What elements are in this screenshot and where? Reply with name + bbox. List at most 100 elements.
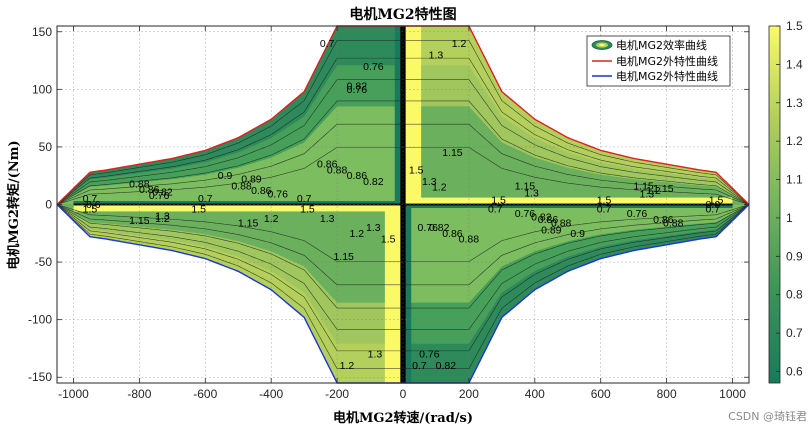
y-tick-label-2: -50 xyxy=(35,255,53,269)
colorbar-tick-label-8: 1.4 xyxy=(786,57,803,71)
contour-label-56: 0.76 xyxy=(627,208,648,220)
contour-label-62: 0.89 xyxy=(541,224,562,236)
contour-label-42: 1.15 xyxy=(515,181,536,193)
contour-label-59: 0.86 xyxy=(653,214,674,226)
contour-label-6: 0.82 xyxy=(363,176,384,188)
colorbar-tick-label-1: 0.7 xyxy=(786,326,803,340)
contour-line-5-0 xyxy=(57,147,403,205)
y-axis-label: 电机MG2转矩/(Nm) xyxy=(6,140,22,269)
x-axis-label: 电机MG2转速/(rad/s) xyxy=(333,410,473,426)
contour-label-20: 0.6 xyxy=(86,199,101,211)
watermark: CSDN @琦钰君 xyxy=(728,410,807,423)
contour-label-24: 1.3 xyxy=(155,211,170,223)
contour-label-29: 1.3 xyxy=(320,213,335,225)
contour-label-22: 1.5 xyxy=(191,204,206,216)
y-tick-label-3: 0 xyxy=(45,198,52,212)
legend-label-efficiency: 电机MG2效率曲线 xyxy=(616,38,707,52)
contour-label-70: 0.7 xyxy=(412,360,427,372)
contour-label-47: 1.3 xyxy=(524,187,539,199)
contour-line-4-1 xyxy=(403,204,749,286)
contour-label-19: 0.7 xyxy=(297,193,312,205)
contour-label-25: 1.2 xyxy=(155,213,170,225)
contour-label-65: 0.82 xyxy=(429,222,450,234)
colorbar-tick-label-9: 1.5 xyxy=(786,19,803,33)
contour-label-55: 0.76 xyxy=(515,208,536,220)
contour-label-8: 0.9 xyxy=(218,170,233,182)
contour-label-60: 0.88 xyxy=(551,217,572,229)
colorbar-tick-label-3: 0.9 xyxy=(786,249,803,263)
contour-label-21: 1.5 xyxy=(83,204,98,216)
x-tick-label-9: 800 xyxy=(657,387,677,401)
contour-line-2-2 xyxy=(403,79,749,205)
contour-label-30: 1.3 xyxy=(366,222,381,234)
colorbar-tick-label-7: 1.3 xyxy=(786,96,803,110)
contour-line-5-3 xyxy=(57,204,403,262)
contour-label-48: 1.5 xyxy=(491,194,506,206)
contour-label-66: 0.86 xyxy=(442,228,463,240)
contour-label-57: 0.82 xyxy=(531,212,552,224)
contour-label-35: 1.3 xyxy=(368,349,383,361)
colorbar-tick-label-5: 1.1 xyxy=(786,173,803,187)
legend-label-blue-envelope: 电机MG2外特性曲线 xyxy=(616,69,718,83)
band-neg-speed-zero xyxy=(73,201,403,205)
grid-lines xyxy=(57,26,749,383)
contour-label-26: 1.15 xyxy=(129,215,150,227)
contour-label-2: 0.82 xyxy=(347,80,368,92)
contour-label-31: 1.2 xyxy=(350,228,365,240)
contour-label-68: 0.76 xyxy=(419,349,440,361)
contour-label-63: 0.9 xyxy=(570,228,585,240)
colorbar-tick-label-6: 1.2 xyxy=(786,134,803,148)
contour-label-23: 1.5 xyxy=(300,204,315,216)
contour-line-3-0 xyxy=(57,100,403,205)
contour-line-2-0 xyxy=(57,79,403,205)
band-pos-speed-low-torque xyxy=(403,197,733,205)
contour-label-27: 1.15 xyxy=(238,217,259,229)
contour-label-37: 1.2 xyxy=(452,38,467,50)
contour-line-5-2 xyxy=(403,147,749,205)
contour-labels: 0.70.760.820.760.88 0.860.820.860.9 0.890.… xyxy=(83,38,724,372)
colorbar-tick-label-2: 0.8 xyxy=(786,288,803,302)
x-tick-label-1: -800 xyxy=(127,387,151,401)
contour-label-53: 0.7 xyxy=(597,204,612,216)
band-low-speed-pos-torque xyxy=(403,26,422,205)
y-tick-label-5: 100 xyxy=(32,82,52,96)
contour-line-0-3 xyxy=(57,204,403,370)
mask-outside-bottom xyxy=(57,204,749,383)
contour-line-0-1 xyxy=(403,204,749,370)
mask-outside-top xyxy=(57,26,749,205)
colorbar-ticks: 0.6 0.7 0.8 0.9 1 1.1 1.2 1.3 1.4 1.5 xyxy=(776,19,803,378)
quadrant-2-band-2 xyxy=(403,106,749,205)
chart-title: 电机MG2特性图 xyxy=(349,6,456,23)
contour-label-36: 1.3 xyxy=(429,49,444,61)
contour-line-4-0 xyxy=(57,123,403,205)
contour-label-61: 0.88 xyxy=(663,217,684,229)
contour-line-5-1 xyxy=(403,204,749,262)
contour-label-39: 1.5 xyxy=(409,164,424,176)
contour-label-67: 0.88 xyxy=(459,234,480,246)
contour-label-32: 1.5 xyxy=(381,234,396,246)
colorbar-tick-label-0: 0.6 xyxy=(786,364,803,378)
contour-label-69: 0.82 xyxy=(436,360,457,372)
contour-label-50: 1.5 xyxy=(709,194,724,206)
y-tick-label-1: -100 xyxy=(28,313,52,327)
contour-label-15: 0.86 xyxy=(251,185,272,197)
contour-line-1-1 xyxy=(403,204,749,352)
band-zero-speed-pos-torque xyxy=(394,26,403,205)
contour-label-34: 1.2 xyxy=(340,360,355,372)
contour-label-41: 1.2 xyxy=(432,182,447,194)
contour-label-14: 0.76 xyxy=(149,190,170,202)
contour-label-4: 0.88 xyxy=(327,164,348,176)
band-zero-speed-neg-torque xyxy=(403,204,412,383)
contour-label-11: 0.88 xyxy=(231,181,252,193)
contour-label-49: 1.5 xyxy=(597,194,612,206)
legend-efficiency-swatch xyxy=(591,40,613,50)
contour-label-16: 0.76 xyxy=(268,189,289,201)
contour-line-3-3 xyxy=(57,204,403,309)
contour-label-54: 0.7 xyxy=(705,204,720,216)
colorbar xyxy=(768,25,781,384)
y-tick-label-6: 150 xyxy=(32,25,52,39)
efficiency-contour-lines xyxy=(57,39,749,370)
contour-line-1-3 xyxy=(57,204,403,352)
contour-label-9: 0.89 xyxy=(241,174,262,186)
contour-line-4-2 xyxy=(403,123,749,205)
